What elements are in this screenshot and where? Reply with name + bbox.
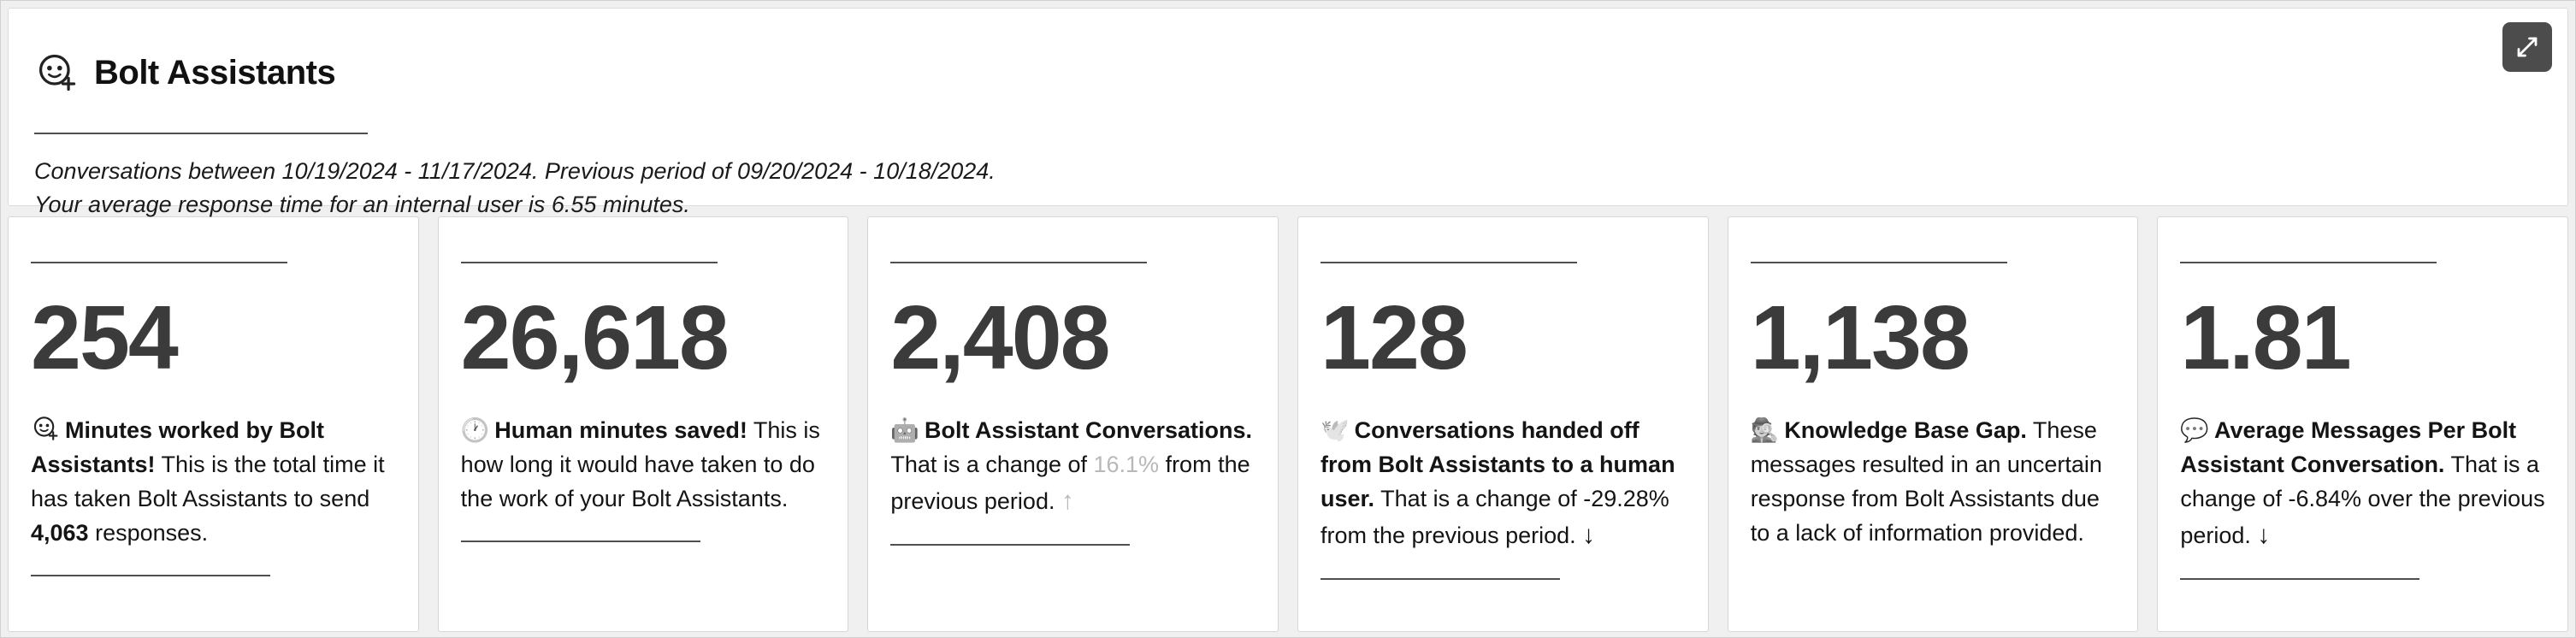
card-top-divider: [1750, 262, 2007, 263]
subtitle-line-1: Conversations between 10/19/2024 - 11/17…: [34, 157, 996, 184]
stat-description: 🕊️ Conversations handed off from Bolt Ass…: [1320, 414, 1686, 554]
detective-robot-icon: 🕵️: [1750, 417, 1780, 444]
stat-cards-row: 254 Minutes worked by Bolt Assistants! T…: [8, 216, 2569, 632]
stat-description-text: responses.: [88, 519, 209, 546]
stat-change-percent: 16.1%: [1093, 451, 1160, 477]
up-arrow-icon: ↑: [1061, 486, 1074, 515]
stat-description-text: This is how long it would have taken to …: [460, 417, 820, 511]
page-title: Bolt Assistants: [94, 53, 336, 92]
card-top-divider: [31, 262, 287, 263]
stat-value: 128: [1320, 287, 1468, 388]
card-top-divider: [2180, 262, 2437, 263]
stat-description-text: These messages resulted in an uncertain …: [1750, 417, 2102, 546]
card-bottom-divider: [890, 543, 1131, 546]
stat-card-human-minutes-saved: 26,618 🕐 Human minutes saved! This is how…: [437, 216, 849, 632]
stat-value: 2,408: [890, 287, 1110, 388]
stat-description: Minutes worked by Bolt Assistants! This …: [31, 414, 396, 551]
stat-card-conversations: 2,408 🤖 Bolt Assistant Conversations. Tha…: [867, 216, 1279, 632]
stat-value: 1,138: [1750, 287, 1970, 388]
bolt-assistants-logo-icon: [38, 55, 76, 92]
stat-card-avg-messages: 1.81 💬 Average Messages Per Bolt Assistan…: [2157, 216, 2569, 632]
stat-description-text: That is a change of -6.84% over the prev…: [2180, 451, 2545, 548]
dove-icon: 🕊️: [1320, 417, 1350, 444]
stat-description: 🕵️ Knowledge Base Gap. These messages res…: [1751, 414, 2116, 551]
stat-description-text: That is a change of -29.28% from the pre…: [1320, 485, 1669, 548]
subtitle-line-2: Your average response time for an intern…: [34, 191, 690, 217]
down-arrow-icon: ↓: [2257, 520, 2271, 549]
clock-icon: 🕐: [460, 417, 490, 444]
card-top-divider: [460, 262, 718, 263]
stat-description: 🕐 Human minutes saved! This is how long i…: [461, 414, 826, 517]
stat-value: 1.81: [2180, 287, 2351, 388]
card-bottom-divider: [1320, 577, 1561, 580]
stat-card-minutes-worked: 254 Minutes worked by Bolt Assistants! T…: [8, 216, 419, 632]
stat-description-bold: Knowledge Base Gap.: [1784, 417, 2027, 443]
stat-description-bold: Minutes worked by Bolt Assistants!: [31, 417, 325, 477]
stat-description-text: That is a change of: [890, 451, 1094, 477]
robot-icon: 🤖: [890, 417, 919, 444]
down-arrow-icon: ↓: [1582, 520, 1596, 549]
card-top-divider: [890, 262, 1148, 263]
stat-card-handoffs: 128 🕊️ Conversations handed off from Bolt…: [1297, 216, 1709, 632]
stat-card-knowledge-base-gap: 1,138 🕵️ Knowledge Base Gap. These messag…: [1727, 216, 2139, 632]
stat-description: 💬 Average Messages Per Bolt Assistant Con…: [2180, 414, 2545, 554]
bolt-assistants-icon: [33, 416, 58, 440]
speech-bubble-icon: 💬: [2180, 417, 2209, 444]
stat-value: 254: [31, 287, 179, 388]
stat-description-bold: Conversations handed off from Bolt Assis…: [1320, 417, 1675, 511]
stat-description: 🤖 Bolt Assistant Conversations. That is a…: [890, 414, 1256, 520]
card-bottom-divider: [2180, 577, 2420, 580]
stat-description-bold: Average Messages Per Bolt Assistant Conv…: [2180, 417, 2517, 477]
expand-button[interactable]: [2502, 22, 2552, 72]
card-bottom-divider: [460, 540, 700, 542]
dashboard-header: Bolt Assistants Conversations between 10…: [8, 8, 2568, 217]
stat-description-bold: 4,063: [31, 519, 89, 546]
title-row: Bolt Assistants: [34, 31, 2542, 115]
stat-description-text: This is the total time it has taken Bolt…: [31, 451, 385, 511]
stat-value: 26,618: [460, 287, 730, 388]
card-top-divider: [1320, 262, 1578, 263]
stat-description-bold: Human minutes saved!: [494, 417, 747, 443]
title-divider: [34, 132, 368, 134]
expand-icon: [2517, 37, 2538, 57]
stat-description-bold: Bolt Assistant Conversations.: [924, 417, 1253, 443]
stat-description-text: from the previous period.: [890, 451, 1250, 514]
card-bottom-divider: [31, 574, 270, 576]
